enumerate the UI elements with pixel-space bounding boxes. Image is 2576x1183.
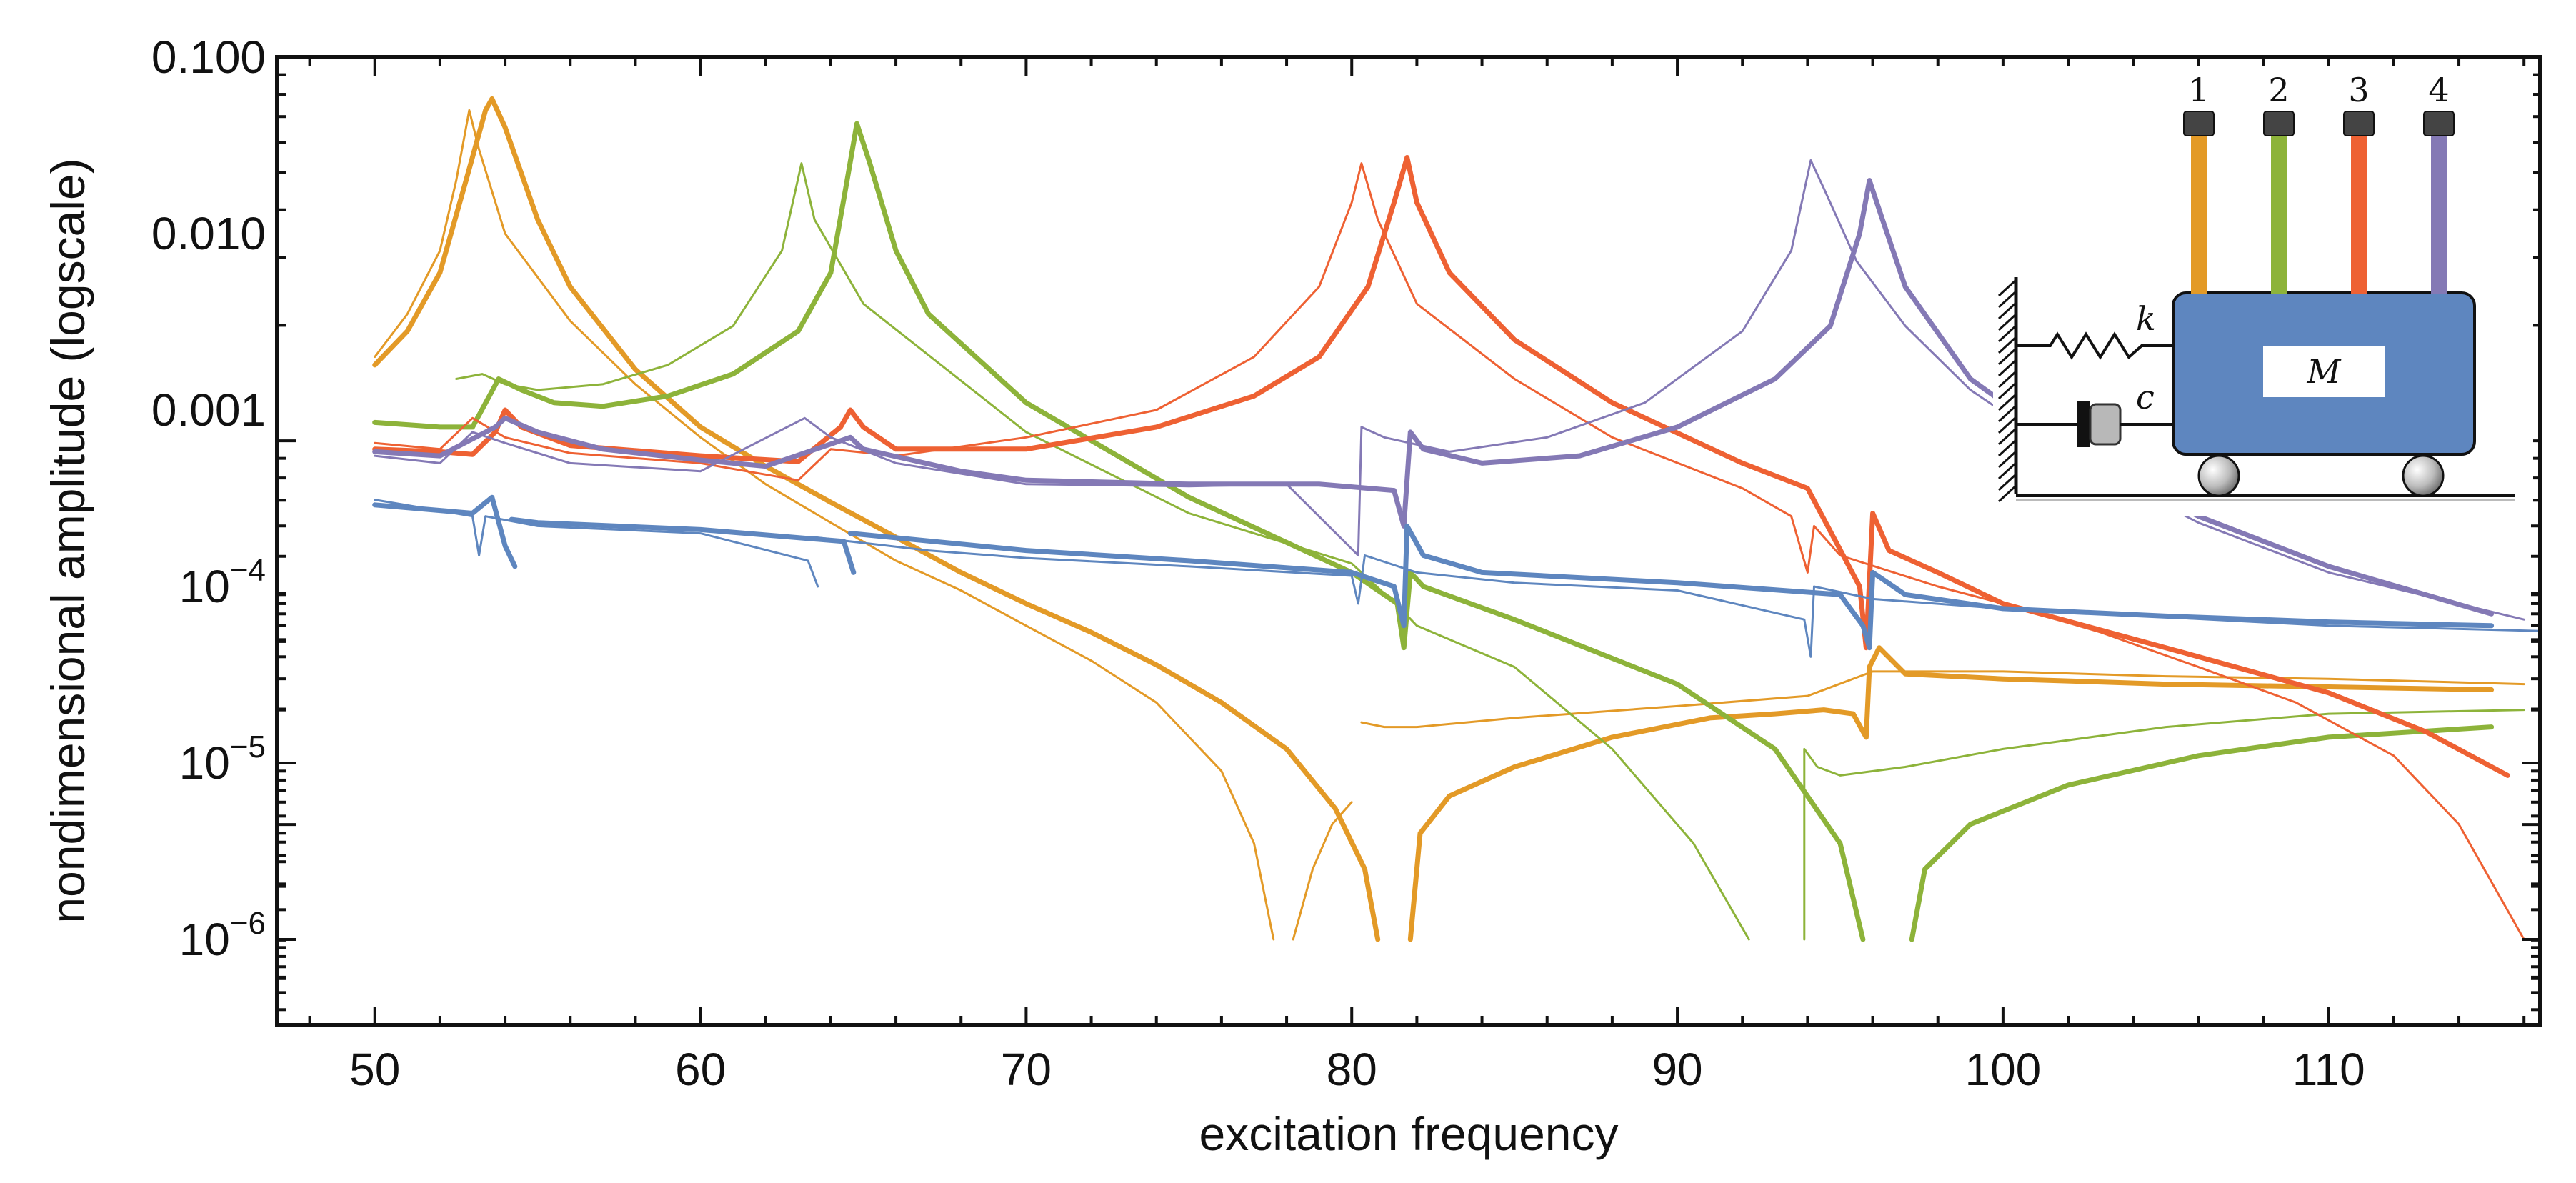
- series-5-curve-4: [374, 499, 819, 588]
- x-tick-label: 60: [675, 1044, 726, 1095]
- series-3-curve-1: [372, 155, 2510, 778]
- series-1-curve-4: [1292, 801, 1353, 941]
- series-2-curve-4: [1803, 709, 2525, 941]
- oscillator-mass-1: [2183, 111, 2215, 136]
- oscillator-rod-2: [2271, 133, 2287, 294]
- x-tick-label: 50: [349, 1044, 400, 1095]
- inset-schematic: k c M 1 2 3 4: [1993, 66, 2533, 516]
- y-axis-title: nondimensional amplitude (logscale): [41, 158, 94, 923]
- oscillator-mass-4: [2423, 111, 2455, 136]
- series-curves: [372, 96, 2540, 942]
- y-tick-label: 10−5: [179, 729, 266, 789]
- series-5-curve-3: [847, 523, 2495, 651]
- y-tick-label: 10−4: [179, 553, 266, 612]
- oscillator-label-2: 2: [2268, 71, 2289, 109]
- x-tick-label: 110: [2292, 1044, 2365, 1095]
- damper-label: c: [2136, 378, 2155, 416]
- oscillator-rod-3: [2351, 133, 2367, 294]
- series-2-curve-3: [455, 162, 1750, 941]
- oscillator-mass-3: [2343, 111, 2375, 136]
- series-2-curve-1: [372, 121, 1866, 942]
- series-5-curve-2: [509, 516, 857, 575]
- spring: k: [2016, 299, 2175, 360]
- y-tick-label: 0.100: [151, 31, 266, 83]
- oscillator-posts: 1 2 3 4: [2183, 71, 2455, 294]
- mass-label: M: [2306, 352, 2342, 391]
- series-3-curve-2: [374, 162, 2525, 941]
- ground-wall: [1997, 277, 2018, 503]
- x-tick-labels: 50 60 70 80 90 100 110: [349, 1044, 2365, 1095]
- series-1-curve-2: [1407, 645, 2495, 942]
- y-tick-label: 0.001: [151, 384, 266, 436]
- series-5-curve-5: [813, 536, 2540, 658]
- series-1-curve-5: [1360, 670, 2525, 729]
- oscillator-label-3: 3: [2348, 71, 2369, 109]
- damper: c: [2016, 378, 2175, 447]
- x-tick-label: 80: [1327, 1044, 1377, 1095]
- series-5-curve-1: [372, 494, 518, 569]
- series-4-curve-1: [372, 178, 2495, 617]
- wheel-right: [2402, 454, 2445, 497]
- y-tick-labels: 0.100 0.010 0.001 10−4 10−5 10−6: [151, 31, 266, 965]
- oscillator-label-1: 1: [2188, 71, 2209, 109]
- x-tick-label: 90: [1652, 1044, 1702, 1095]
- y-tick-label: 0.010: [151, 208, 266, 259]
- oscillator-label-4: 4: [2428, 71, 2449, 109]
- oscillator-rod-4: [2431, 133, 2447, 294]
- spring-label: k: [2136, 299, 2156, 338]
- oscillator-rod-1: [2191, 133, 2207, 294]
- x-axis-title: excitation frequency: [1199, 1107, 1618, 1160]
- plot-frame: [275, 55, 2542, 1027]
- series-4-curve-2: [374, 159, 2525, 621]
- wheel-left: [2197, 454, 2240, 497]
- y-tick-label: 10−6: [179, 906, 266, 965]
- x-tick-label: 100: [1965, 1044, 2041, 1095]
- x-tick-label: 70: [1001, 1044, 1052, 1095]
- oscillator-mass-2: [2263, 111, 2295, 136]
- series-2-curve-2: [1909, 724, 2495, 942]
- mass-label-box: [2263, 346, 2385, 397]
